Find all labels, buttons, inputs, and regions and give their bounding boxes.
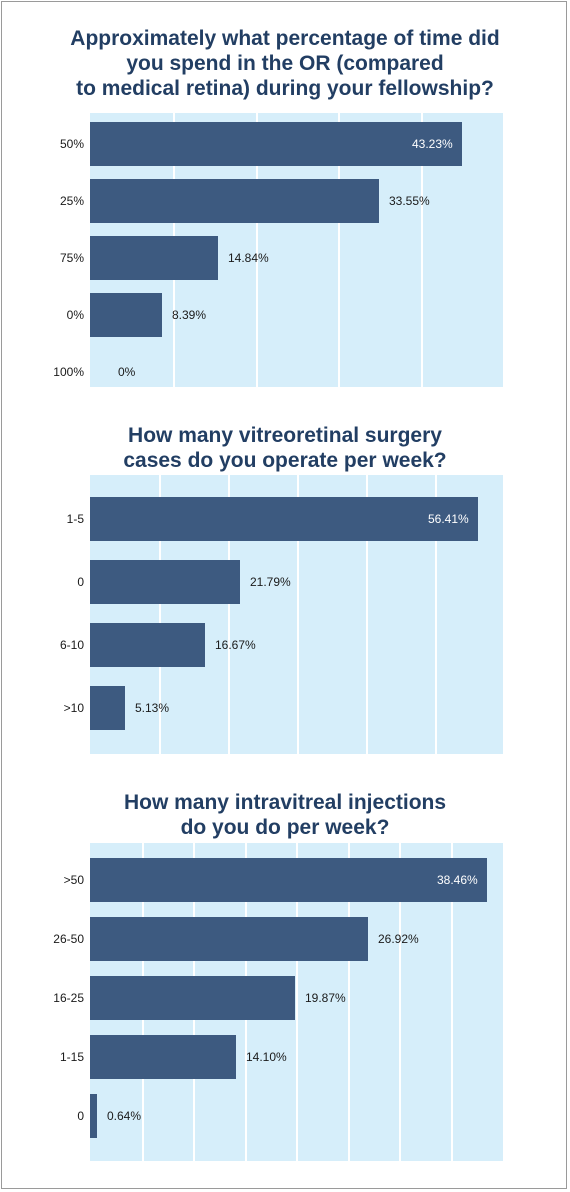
chart-2-plot-area: 56.41% 21.79% 16.67% 5.13% [90,475,503,754]
chart-2-title-line: cases do you operate per week? [123,449,447,472]
chart-2-title: How many vitreoretinal surgery cases do … [0,423,570,473]
data-label: 5.13% [135,701,170,715]
gridline [256,113,258,387]
bar [90,686,125,730]
chart-2-title-line: How many vitreoretinal surgery [128,424,442,447]
gridline [366,475,368,754]
bar [90,497,478,541]
data-label: 56.41% [428,512,469,526]
bar [90,976,295,1020]
category-label: 0% [66,308,84,322]
gridline [159,475,161,754]
data-label: 0% [118,365,136,379]
bar [90,560,240,604]
bar [90,858,487,902]
category-label: 0 [77,575,84,589]
data-label: 38.46% [437,873,478,887]
data-label: 14.10% [246,1050,287,1064]
bar [90,1094,97,1138]
gridline [435,475,437,754]
data-label: 19.87% [305,991,346,1005]
gridline [297,475,299,754]
gridline [338,113,340,387]
gridline [399,843,401,1161]
data-label: 43.23% [412,137,453,151]
category-label: 1-5 [66,512,84,526]
chart-1-title-line: Approximately what percentage of time di… [70,27,500,50]
category-label: >50 [63,873,84,887]
gridline [296,843,298,1161]
category-label: 50% [59,137,84,151]
gridline [421,113,423,387]
bar [90,623,205,667]
gridline [348,843,350,1161]
chart-1-title: Approximately what percentage of time di… [0,26,570,101]
chart-3-title-line: do you do per week? [180,816,390,839]
data-label: 8.39% [172,308,207,322]
category-label: 75% [59,251,84,265]
category-label: 0 [77,1109,84,1123]
category-label: 25% [59,194,84,208]
chart-3-plot-area: 38.46% 26.92% 19.87% 14.10% 0.64% [90,843,503,1161]
bar [90,236,218,280]
data-label: 14.84% [228,251,269,265]
bar [90,917,368,961]
category-label: >10 [63,701,84,715]
bar [90,293,162,337]
category-label: 16-25 [53,991,84,1005]
chart-1-title-line: you spend in the OR (compared [126,52,444,75]
chart-3-title-line: How many intravitreal injections [123,791,447,814]
gridline [451,843,453,1161]
category-label: 100% [53,365,84,379]
data-label: 21.79% [250,575,291,589]
gridline [228,475,230,754]
data-label: 33.55% [389,194,430,208]
data-label: 26.92% [378,932,419,946]
category-label: 26-50 [53,932,84,946]
chart-3-title: How many intravitreal injections do you … [0,790,570,840]
category-label: 6-10 [59,638,84,652]
bar [90,1035,236,1079]
bar [90,122,462,166]
chart-1-plot-area: 43.23% 33.55% 14.84% 8.39% 0% [90,113,503,387]
chart-1-title-line: to medical retina) during your fellowshi… [76,77,494,100]
bar [90,179,379,223]
category-label: 1-15 [59,1050,84,1064]
data-label: 16.67% [215,638,256,652]
data-label: 0.64% [107,1109,142,1123]
